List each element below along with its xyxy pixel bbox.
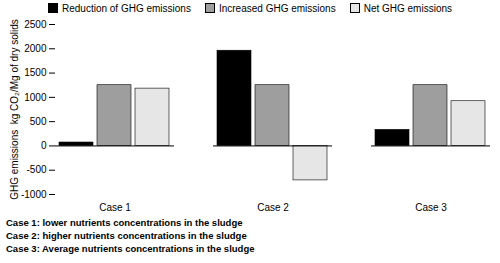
- svg-text:GHG emissions kg CO₂/Mg of dr: GHG emissions kg CO₂/Mg of dry solids: [9, 19, 20, 200]
- svg-text:-500: -500: [26, 164, 46, 175]
- html-text:Case 3: Average nutrients conc: Case 3: Average nutrients concentrations…: [6, 243, 255, 254]
- svg-text:2500: 2500: [24, 19, 47, 30]
- html-text:Case 2: higher nutrients conce: Case 2: higher nutrients concentrations …: [6, 230, 247, 241]
- svg-text:-1000: -1000: [21, 189, 47, 200]
- svg-text:Case 1: Case 1: [99, 202, 131, 213]
- svg-text:2000: 2000: [24, 43, 47, 54]
- svg-text:Case 2: Case 2: [257, 202, 289, 213]
- html-text:Increased GHG emissions: Increased GHG emissions: [218, 2, 336, 14]
- svg-text:Case 3: Case 3: [415, 202, 447, 213]
- svg-text:1500: 1500: [24, 67, 47, 78]
- svg-text:0: 0: [41, 140, 47, 151]
- svg-text:1000: 1000: [24, 92, 47, 103]
- html-text:Reduction of GHG emissions: Reduction of GHG emissions: [62, 2, 191, 14]
- html-text:Case 1: lower nutrients concen: Case 1: lower nutrients concentrations i…: [6, 217, 243, 228]
- svg-text:500: 500: [30, 116, 47, 127]
- html-text:Net GHG emissions: Net GHG emissions: [363, 2, 452, 14]
